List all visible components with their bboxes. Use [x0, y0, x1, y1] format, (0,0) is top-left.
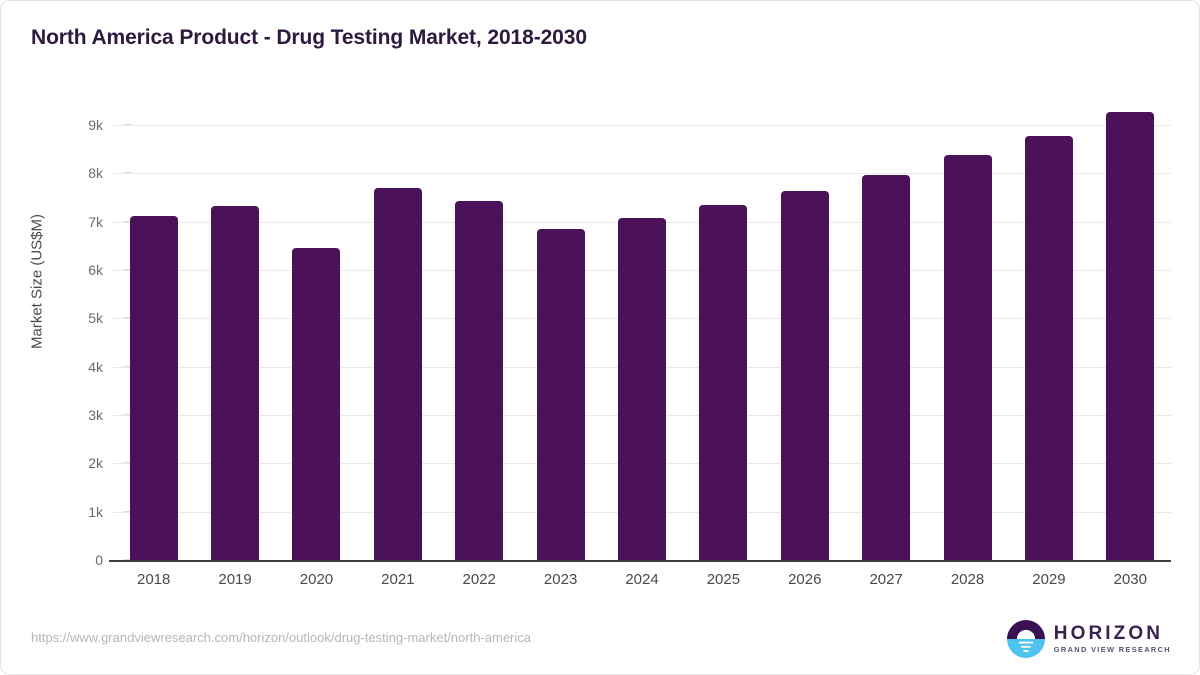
- y-tick-label: 0: [95, 552, 103, 568]
- bar-2025[interactable]: [699, 205, 748, 560]
- x-tick-label: 2018: [137, 571, 171, 588]
- y-tick-label: 4k: [88, 358, 103, 375]
- y-tick-label: 2k: [88, 455, 103, 472]
- x-tick-label: 2022: [462, 571, 496, 588]
- bar-2024[interactable]: [618, 218, 666, 560]
- x-tick-label: 2030: [1113, 571, 1147, 588]
- bar-2022[interactable]: [455, 201, 504, 560]
- y-tick-label: 8k: [88, 165, 103, 182]
- y-axis-ticks: 0 1k 2k 3k 4k 5k 6k 7k 8k 9k: [23, 1, 131, 674]
- bar-2018[interactable]: [129, 216, 178, 560]
- gridline: [113, 173, 1171, 175]
- x-tick-label: 2025: [706, 571, 741, 588]
- logo-tagline: GRAND VIEW RESEARCH: [1053, 645, 1171, 655]
- bar-2029[interactable]: [1024, 135, 1073, 560]
- x-tick-label: 2019: [218, 571, 252, 588]
- bar-2028[interactable]: [943, 155, 992, 560]
- bar-2020[interactable]: [292, 248, 341, 560]
- y-tick-label: 5k: [88, 310, 103, 327]
- bar-2027[interactable]: [862, 175, 911, 560]
- bar-2030[interactable]: [1106, 111, 1155, 560]
- gridline: [113, 125, 1171, 126]
- y-tick-label: 3k: [88, 407, 103, 423]
- horizon-logo-icon: [1006, 620, 1045, 658]
- x-tick-label: 2021: [381, 571, 415, 588]
- source-url[interactable]: https://www.grandviewresearch.com/horizo…: [31, 630, 531, 645]
- x-tick-label: 2020: [299, 571, 334, 588]
- x-tick-label: 2027: [869, 571, 903, 588]
- x-tick-label: 2028: [950, 571, 985, 588]
- y-tick-label: 1k: [88, 503, 103, 520]
- x-tick-label: 2024: [625, 571, 659, 588]
- logo-wordmark: HORIZON GRAND VIEW RESEARCH: [1054, 624, 1171, 653]
- logo-name: HORIZON: [1053, 623, 1164, 645]
- bar-2026[interactable]: [780, 190, 829, 560]
- plot-area: [113, 111, 1171, 560]
- page-title: North America Product - Drug Testing Mar…: [31, 26, 587, 49]
- x-tick-label: 2026: [788, 571, 822, 588]
- x-tick-label: 2023: [543, 571, 578, 588]
- bar-2023[interactable]: [536, 229, 585, 560]
- brand-logo: HORIZON GRAND VIEW RESEARCH: [1006, 619, 1171, 659]
- y-tick-label: 9k: [88, 117, 103, 133]
- bar-2021[interactable]: [373, 188, 422, 560]
- x-tick-label: 2029: [1032, 571, 1066, 588]
- y-tick-label: 6k: [88, 262, 103, 278]
- bar-2019[interactable]: [211, 205, 260, 560]
- y-tick-label: 7k: [88, 213, 103, 230]
- x-axis-line: [109, 560, 1171, 562]
